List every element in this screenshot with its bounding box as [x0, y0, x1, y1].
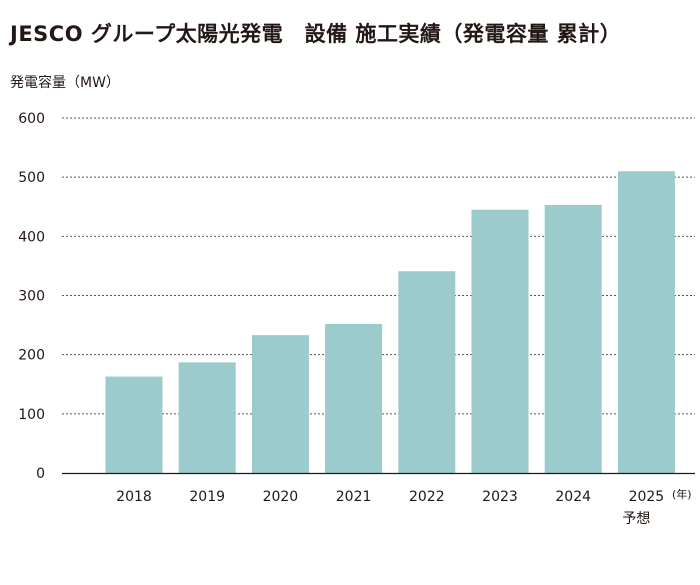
x-tick-label: 2023 [482, 489, 518, 505]
y-tick-label: 600 [18, 111, 45, 127]
x-tick-label: 2020 [263, 489, 299, 505]
y-tick-label: 500 [18, 170, 45, 186]
bar-2024 [544, 204, 602, 473]
bars [105, 171, 675, 474]
x-tick-label: 2024 [555, 489, 591, 505]
x-tick-label: 2019 [189, 489, 225, 505]
bar-2019 [178, 362, 236, 473]
x-tick-label: 2022 [409, 489, 445, 505]
y-tick-label: 0 [36, 466, 45, 482]
bar-2022 [398, 271, 456, 473]
chart-title: JESCO グループ太陽光発電 設備 施工実績（発電容量 累計） [10, 22, 622, 46]
y-tick-label: 100 [18, 407, 45, 423]
y-axis-label: 発電容量（MW） [10, 75, 120, 91]
x-tick-note: 予想 [622, 511, 650, 527]
x-tick-label: 2018 [116, 489, 152, 505]
bar-2025 [617, 171, 675, 473]
y-tick-label: 300 [18, 289, 45, 305]
y-tick-labels: 0 100 200 300 400 500 600 [18, 111, 45, 482]
y-tick-label: 400 [18, 229, 45, 245]
bar-2020 [251, 335, 309, 473]
x-axis-unit: (年) [672, 487, 692, 501]
bar-2018 [105, 376, 163, 473]
x-tick-labels: 2018 2019 2020 2021 2022 2023 2024 2025 予想 [116, 489, 664, 527]
bar-2021 [325, 323, 383, 473]
bar-2023 [471, 209, 529, 474]
y-tick-label: 200 [18, 348, 45, 364]
x-tick-label: 2021 [336, 489, 372, 505]
x-tick-label: 2025 [629, 489, 665, 505]
